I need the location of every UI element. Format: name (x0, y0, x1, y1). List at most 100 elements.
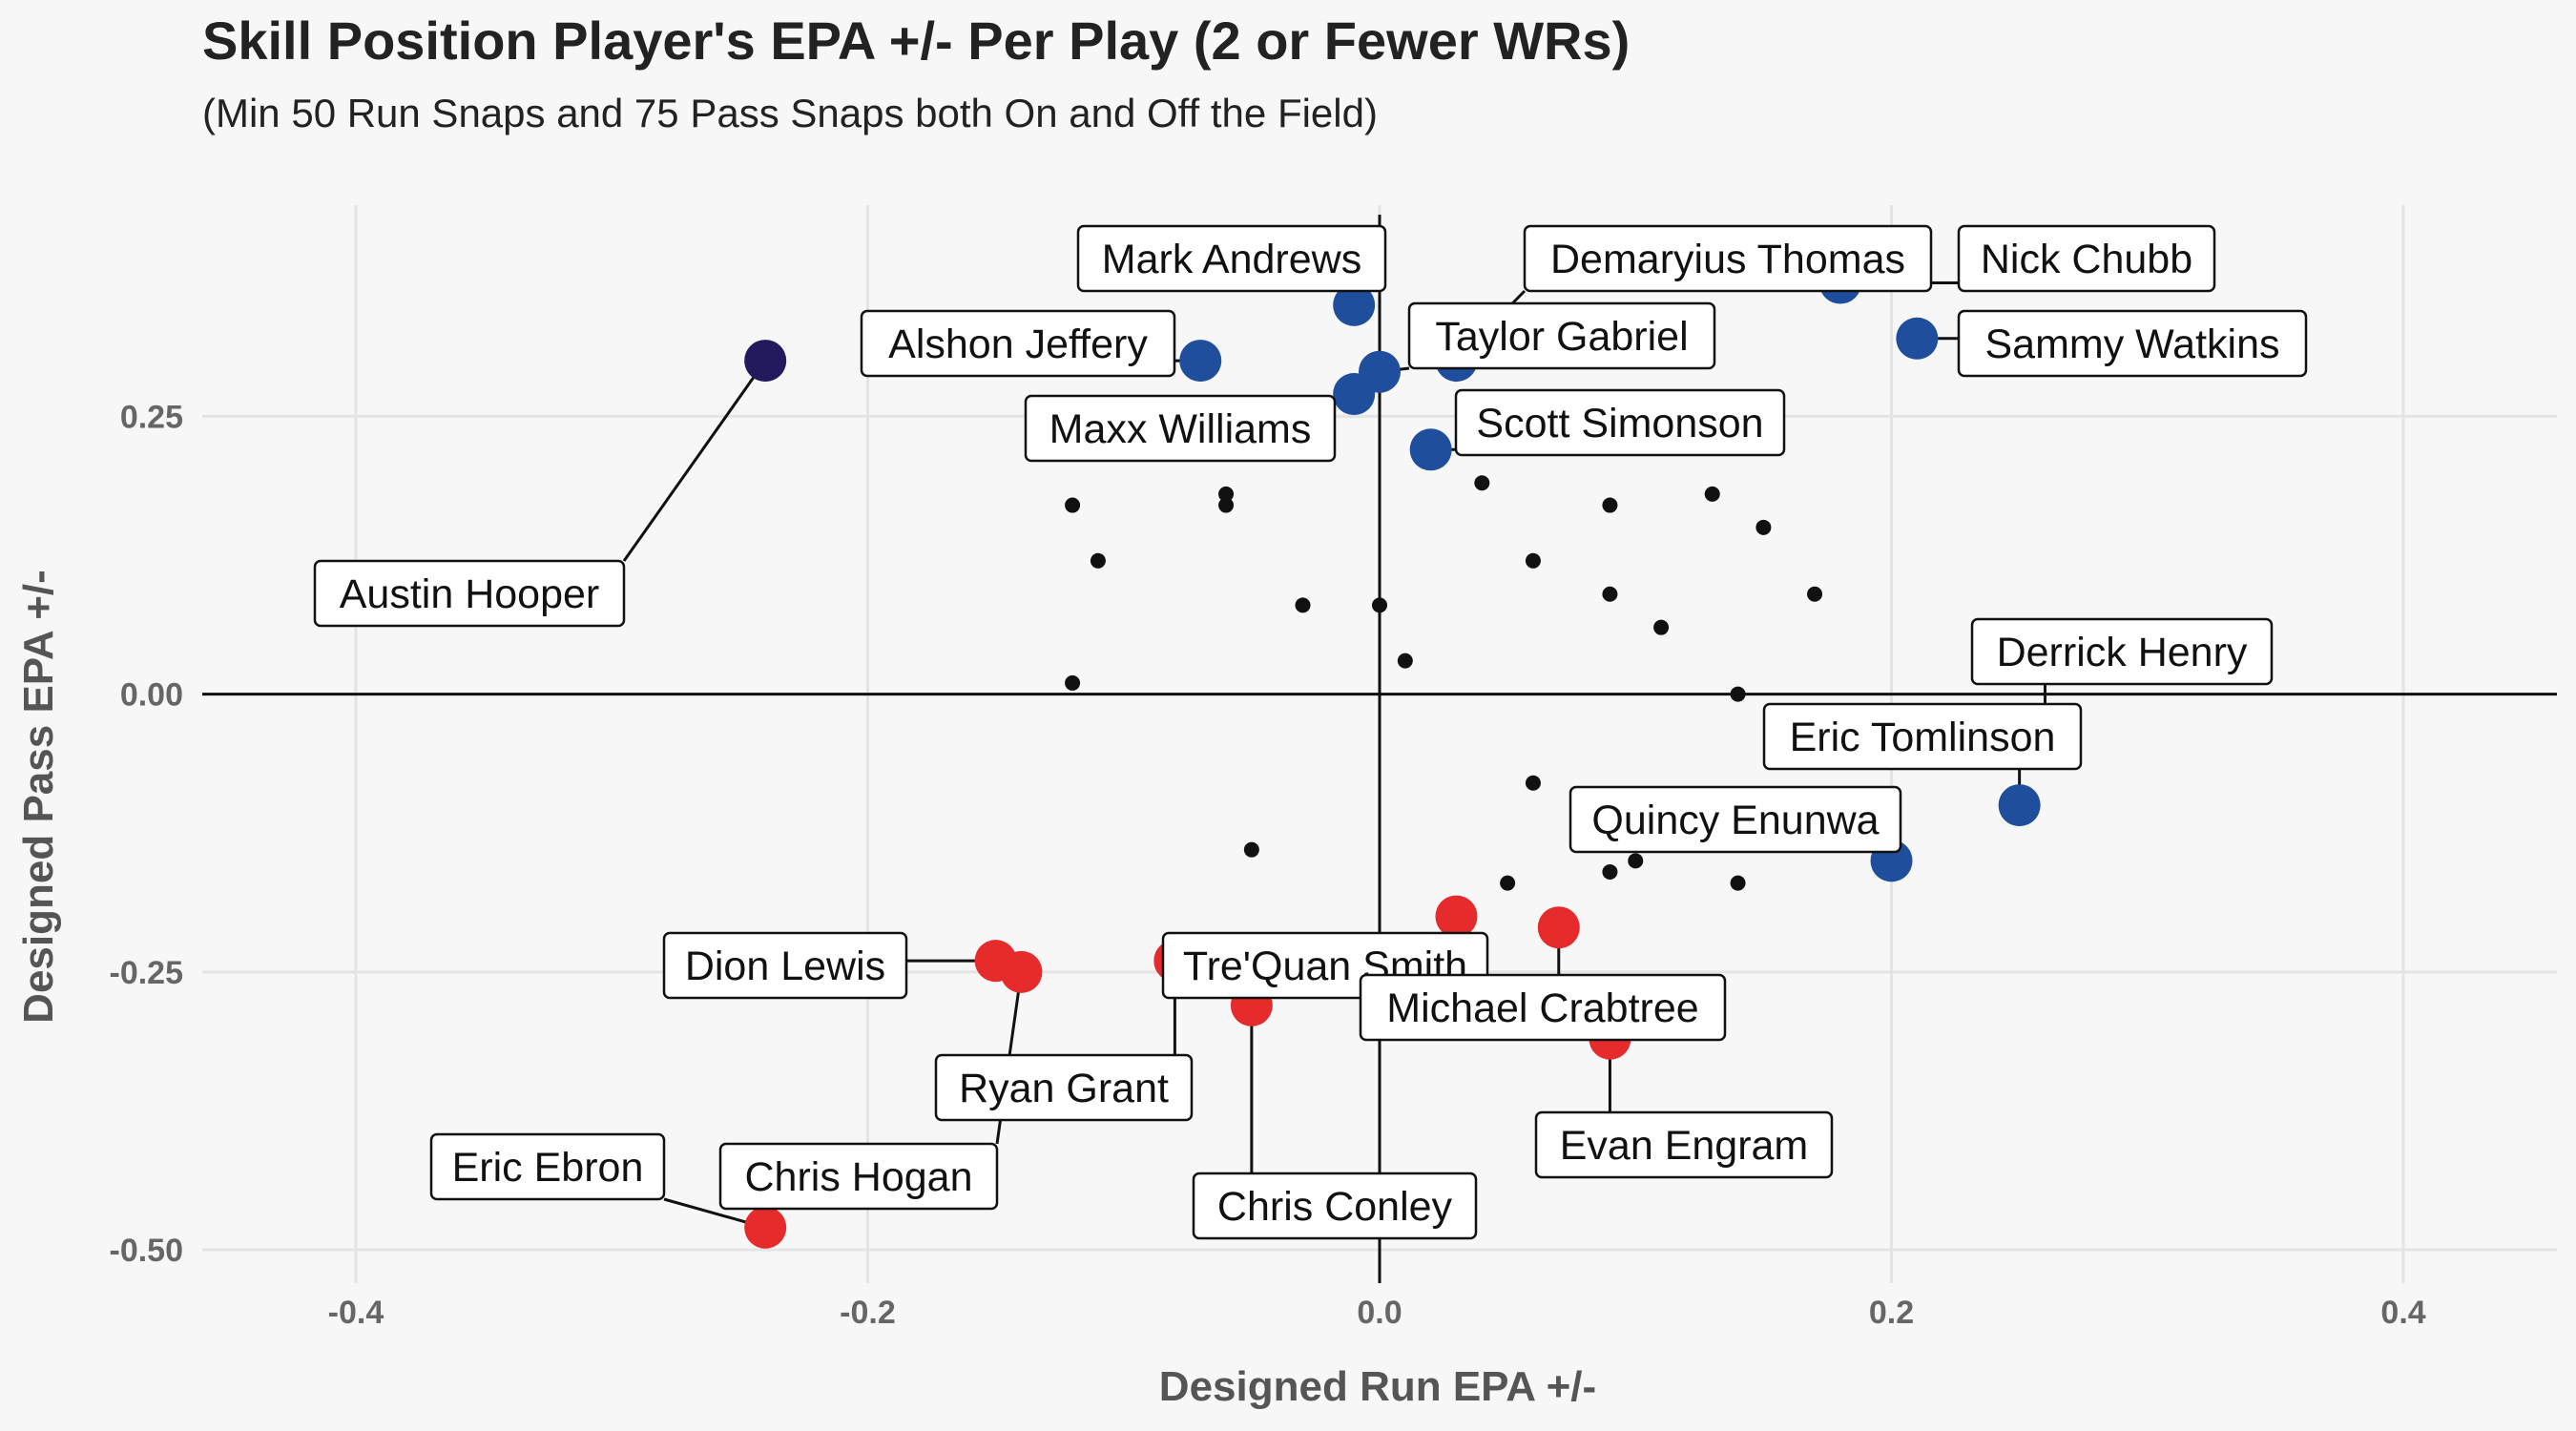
data-point (1243, 841, 1259, 858)
x-tick-label: 0.0 (1357, 1295, 1402, 1331)
label-box (1076, 224, 1387, 293)
y-tick-label: 0.25 (120, 399, 183, 435)
data-point (1730, 875, 1746, 891)
data-point (1602, 586, 1618, 602)
label-text: Sammy Watkins (1985, 321, 2280, 367)
label-box (1957, 309, 2308, 378)
label-box (1024, 394, 1337, 463)
label-box (1407, 301, 1716, 370)
label-text: Scott Simonson (1476, 401, 1763, 446)
data-point (1730, 686, 1746, 702)
point-label: Evan Engram (1534, 1110, 1834, 1179)
point-label: Chris Conley (1192, 1172, 1478, 1240)
y-tick-label: -0.50 (110, 1233, 184, 1269)
data-point (1525, 775, 1541, 791)
data-point (1397, 653, 1413, 669)
label-text: Dion Lewis (685, 944, 885, 989)
label-text: Michael Crabtree (1386, 985, 1698, 1031)
leader-line (622, 360, 767, 562)
data-point (1628, 853, 1644, 869)
label-text: Austin Hooper (340, 571, 600, 617)
x-tick-label: -0.2 (840, 1295, 896, 1331)
label-text: Evan Engram (1560, 1123, 1809, 1169)
label-box (1957, 224, 2216, 293)
highlight-point (1333, 283, 1376, 326)
y-axis-title: Designed Pass EPA +/- (15, 570, 62, 1024)
point-label: Alshon Jeffery (860, 309, 1176, 378)
label-box (1454, 388, 1786, 457)
x-tick-label: -0.4 (328, 1295, 384, 1331)
label-box (1534, 1110, 1834, 1179)
data-point (1218, 486, 1235, 502)
data-point (1602, 863, 1618, 880)
label-text: Eric Ebron (452, 1145, 644, 1191)
label-box (1523, 224, 1933, 293)
point-labels: Mark Andrews Demaryius Thomas Nick Chubb Al… (313, 224, 2308, 1240)
point-label: Quincy Enunwa (1568, 785, 1902, 854)
point-label: Austin Hooper (313, 559, 626, 628)
label-text: Taylor Gabriel (1435, 314, 1688, 360)
chart-subtitle: (Min 50 Run Snaps and 75 Pass Snaps both… (202, 91, 1378, 135)
label-box (934, 1053, 1194, 1122)
data-point (1372, 597, 1387, 613)
highlight-point (744, 340, 787, 383)
x-tick-label: 0.2 (1869, 1295, 1914, 1331)
highlight-point (1179, 340, 1222, 383)
highlight-point (1896, 317, 1939, 360)
label-text: Chris Hogan (745, 1154, 973, 1200)
data-point (1065, 674, 1081, 691)
label-box (1970, 617, 2274, 686)
highlight-point (1998, 784, 2041, 827)
data-point (1602, 497, 1618, 513)
point-label: Dion Lewis (662, 931, 908, 1000)
data-point (1090, 552, 1106, 569)
label-text: Nick Chubb (1981, 237, 2192, 282)
data-point (1653, 619, 1670, 635)
label-text: Eric Tomlinson (1790, 715, 2056, 760)
label-box (313, 559, 626, 628)
label-text: Maxx Williams (1049, 406, 1312, 452)
label-box (662, 931, 908, 1000)
label-text: Alshon Jeffery (888, 321, 1148, 367)
highlight-point (1333, 373, 1376, 416)
label-text: Demaryius Thomas (1550, 237, 1905, 282)
label-box (1762, 702, 2083, 771)
label-box (1568, 785, 1902, 854)
label-box (718, 1142, 999, 1211)
data-point (1295, 597, 1311, 613)
point-label: Maxx Williams (1024, 394, 1337, 463)
y-axis-ticks: -0.50 -0.25 0.00 0.25 (110, 399, 184, 1269)
x-axis-ticks: -0.4 -0.2 0.0 0.2 0.4 (328, 1295, 2426, 1331)
highlight-point (1000, 950, 1043, 993)
point-label: Mark Andrews (1076, 224, 1387, 293)
label-box (429, 1132, 666, 1201)
label-box (1192, 1172, 1478, 1240)
point-label: Sammy Watkins (1957, 309, 2308, 378)
highlight-point (1537, 906, 1580, 949)
label-box (1359, 973, 1727, 1042)
highlight-point (744, 1206, 787, 1249)
point-label: Nick Chubb (1957, 224, 2216, 293)
data-point (1704, 486, 1720, 502)
other-points (1065, 475, 1823, 891)
data-point (1065, 497, 1081, 513)
point-label: Michael Crabtree (1359, 973, 1727, 1042)
label-text: Mark Andrews (1102, 237, 1361, 282)
data-point (1500, 875, 1516, 891)
data-point (1525, 552, 1541, 569)
point-label: Eric Tomlinson (1762, 702, 2083, 771)
label-text: Quincy Enunwa (1591, 798, 1879, 843)
highlight-point (1409, 428, 1452, 471)
point-label: Eric Ebron (429, 1132, 666, 1201)
point-label: Taylor Gabriel (1407, 301, 1716, 370)
label-box (860, 309, 1176, 378)
data-point (1755, 519, 1772, 535)
point-label: Ryan Grant (934, 1053, 1194, 1122)
x-tick-label: 0.4 (2380, 1295, 2425, 1331)
x-axis-title: Designed Run EPA +/- (1159, 1363, 1596, 1410)
label-text: Chris Conley (1217, 1184, 1453, 1230)
data-point (1218, 497, 1235, 513)
data-point (1474, 475, 1490, 491)
highlight-point (1435, 895, 1478, 938)
